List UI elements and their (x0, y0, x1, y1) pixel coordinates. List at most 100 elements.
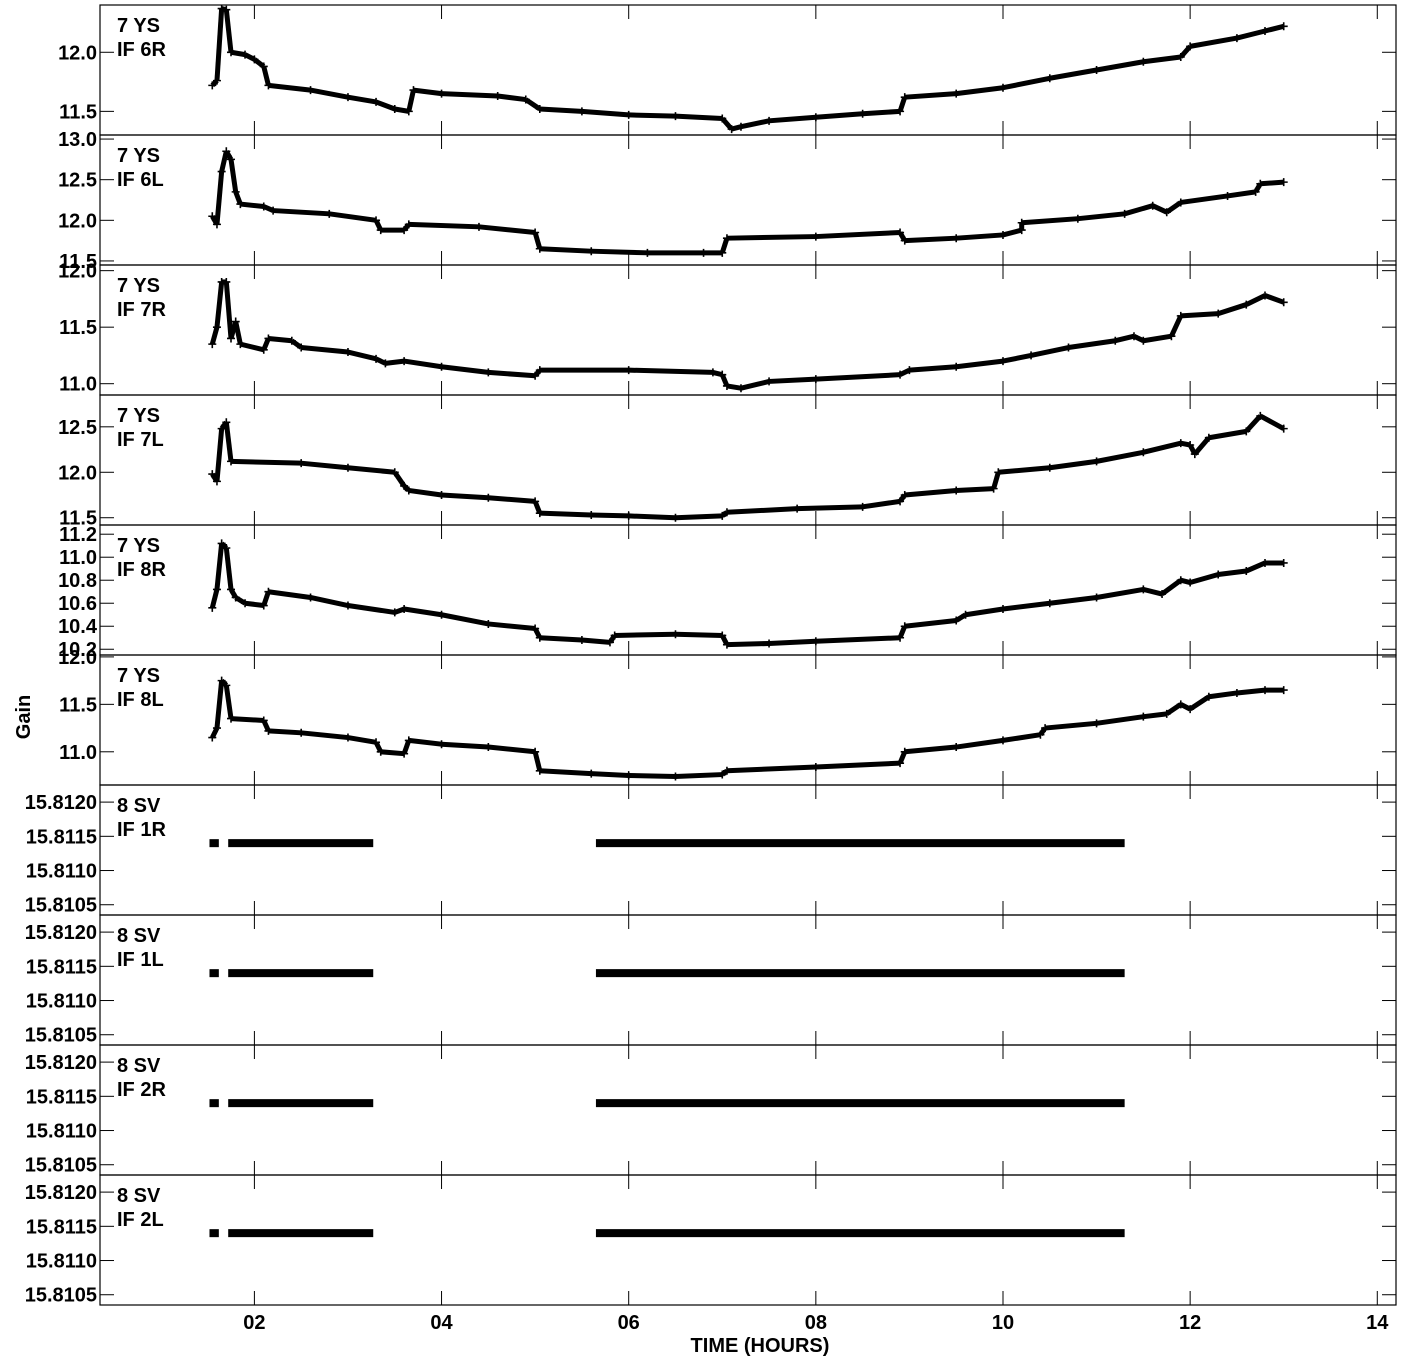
data-trace (719, 237, 730, 254)
data-trace (210, 726, 220, 739)
data-trace (219, 678, 229, 688)
data-trace (533, 368, 542, 378)
x-tick-label: 06 (618, 1312, 640, 1334)
data-trace (904, 235, 957, 244)
data-trace (956, 232, 1004, 241)
data-trace (539, 106, 583, 114)
x-axis-title: TIME (HOURS) (691, 1335, 830, 1357)
data-trace (581, 637, 611, 645)
y-tick-label: 15.8105 (25, 1285, 97, 1307)
data-trace (726, 234, 816, 241)
data-trace (607, 634, 617, 644)
data-trace (230, 716, 264, 723)
data-trace (1114, 333, 1135, 344)
data-trace (955, 358, 1004, 370)
data-trace (380, 749, 405, 757)
data-trace (300, 730, 349, 741)
x-tick-label: 02 (243, 1312, 265, 1334)
data-trace (1096, 714, 1144, 726)
data-trace (1245, 560, 1266, 574)
data-trace (1179, 702, 1192, 712)
data-trace (898, 367, 911, 377)
panel-label: 7 YS (117, 15, 160, 37)
data-trace (1259, 413, 1285, 431)
data-trace (1165, 702, 1183, 716)
data-trace (904, 91, 957, 100)
data-trace (210, 78, 219, 88)
data-trace (740, 379, 770, 391)
data-trace (230, 458, 302, 466)
data-trace (268, 589, 311, 600)
data-trace (1180, 577, 1191, 585)
data-trace (1002, 600, 1051, 612)
data-trace (1165, 200, 1183, 215)
data-trace (401, 739, 412, 755)
data-trace (223, 685, 234, 719)
y-tick-label: 15.8115 (26, 956, 97, 978)
data-trace (532, 231, 543, 250)
data-trace (1096, 586, 1144, 600)
data-trace (539, 246, 592, 254)
data-trace (628, 112, 676, 119)
data-trace (1260, 179, 1284, 187)
data-trace (240, 201, 265, 209)
data-trace (478, 224, 536, 235)
data-trace (488, 744, 536, 755)
data-trace (1217, 302, 1248, 316)
data-trace (347, 94, 377, 105)
data-trace (230, 49, 246, 58)
panel-label: IF 7L (117, 429, 164, 451)
data-trace (347, 735, 377, 745)
data-trace (909, 364, 957, 373)
data-trace (441, 741, 489, 750)
data-trace (591, 512, 629, 519)
data-trace (393, 606, 405, 615)
y-axis-title: Gain (13, 695, 35, 739)
data-trace (214, 543, 225, 590)
data-trace (1002, 75, 1051, 91)
data-trace (209, 326, 220, 345)
data-trace (310, 595, 349, 608)
panel-frame (99, 784, 1397, 916)
data-trace (239, 341, 265, 353)
data-trace (628, 773, 676, 779)
y-tick-label: 15.8105 (25, 1155, 97, 1177)
data-trace (441, 612, 489, 627)
data-trace (897, 96, 908, 113)
data-trace (223, 547, 234, 590)
data-trace (532, 751, 543, 772)
data-trace (675, 113, 723, 121)
data-trace (402, 484, 411, 493)
data-trace (214, 428, 225, 482)
y-tick-label: 15.8115 (26, 1216, 97, 1238)
y-tick-label: 15.8120 (25, 1182, 97, 1204)
data-trace (1132, 333, 1145, 343)
x-tick-label: 10 (992, 1312, 1014, 1334)
data-trace (1236, 687, 1266, 696)
data-trace (1189, 35, 1238, 49)
data-trace (1002, 732, 1041, 743)
data-trace (374, 356, 387, 366)
data-trace (261, 337, 271, 351)
data-trace (1143, 711, 1168, 720)
data-trace (1044, 720, 1097, 731)
y-tick-label: 15.8115 (26, 826, 97, 848)
data-trace (408, 737, 442, 747)
data-trace (720, 510, 729, 518)
data-trace (373, 219, 383, 232)
data-trace (898, 493, 907, 503)
data-trace (488, 369, 536, 379)
data-trace (1245, 293, 1267, 307)
data-trace (441, 91, 498, 99)
panel-frame (99, 264, 1397, 396)
data-trace (539, 768, 592, 777)
y-tick-label: 11.5 (59, 694, 97, 716)
data-trace (375, 99, 396, 112)
